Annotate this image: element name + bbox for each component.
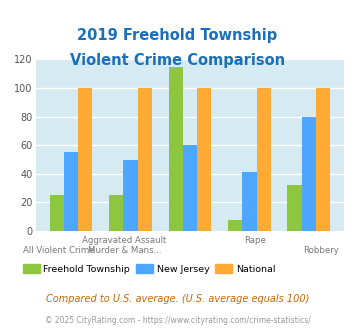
Bar <box>257 88 271 231</box>
Bar <box>50 195 64 231</box>
Bar <box>228 219 242 231</box>
Bar <box>123 159 138 231</box>
Text: Robbery: Robbery <box>303 246 339 255</box>
Bar <box>316 88 330 231</box>
Text: All Violent Crime: All Violent Crime <box>23 246 95 255</box>
Bar <box>197 88 211 231</box>
Text: Murder & Mans...: Murder & Mans... <box>88 246 161 255</box>
Bar <box>64 152 78 231</box>
Text: Compared to U.S. average. (U.S. average equals 100): Compared to U.S. average. (U.S. average … <box>46 294 309 304</box>
Text: Rape: Rape <box>245 236 266 245</box>
Text: © 2025 CityRating.com - https://www.cityrating.com/crime-statistics/: © 2025 CityRating.com - https://www.city… <box>45 315 310 325</box>
Bar <box>302 116 316 231</box>
Text: Aggravated Assault: Aggravated Assault <box>82 236 167 245</box>
Text: 2019 Freehold Township: 2019 Freehold Township <box>77 28 278 43</box>
Bar <box>288 185 302 231</box>
Bar <box>183 145 197 231</box>
Text: Violent Crime Comparison: Violent Crime Comparison <box>70 53 285 68</box>
Bar <box>169 67 183 231</box>
Bar <box>138 88 152 231</box>
Legend: Freehold Township, New Jersey, National: Freehold Township, New Jersey, National <box>19 260 279 278</box>
Bar <box>78 88 92 231</box>
Bar <box>242 172 257 231</box>
Bar <box>109 195 123 231</box>
